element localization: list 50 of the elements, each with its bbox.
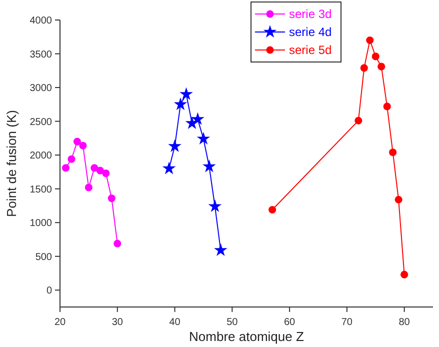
point bbox=[208, 199, 222, 212]
point bbox=[214, 243, 228, 256]
y-tick-label: 2500 bbox=[30, 116, 52, 128]
point bbox=[360, 64, 368, 72]
point bbox=[191, 112, 204, 125]
point bbox=[73, 138, 81, 146]
point bbox=[394, 196, 402, 204]
point bbox=[68, 155, 76, 163]
y-axis-title: Point de fusion (K) bbox=[4, 110, 19, 217]
point bbox=[354, 116, 362, 124]
x-tick-label: 30 bbox=[112, 317, 124, 328]
point bbox=[108, 194, 116, 202]
point bbox=[366, 36, 374, 44]
point bbox=[268, 206, 276, 214]
y-tick-label: 1500 bbox=[30, 184, 52, 196]
point bbox=[62, 164, 70, 172]
point bbox=[383, 102, 391, 110]
y-tick-label: 4000 bbox=[30, 16, 52, 26]
legend-label: serie 3d bbox=[289, 7, 332, 21]
y-tick-label: 3000 bbox=[30, 83, 52, 94]
x-tick-label: 40 bbox=[169, 317, 181, 328]
y-tick-label: 500 bbox=[35, 252, 52, 263]
y-tick-label: 1000 bbox=[30, 218, 52, 230]
x-tick-label: 80 bbox=[398, 317, 410, 328]
point bbox=[84, 184, 92, 192]
y-tick-label: 0 bbox=[46, 286, 52, 297]
point bbox=[96, 166, 104, 174]
legend-label: serie 4d bbox=[289, 25, 332, 39]
x-tick-label: 70 bbox=[341, 317, 353, 328]
point bbox=[174, 97, 188, 110]
point bbox=[79, 142, 87, 150]
point bbox=[102, 170, 110, 178]
y-tick-label: 3500 bbox=[30, 49, 52, 60]
y-tick-label: 2000 bbox=[30, 150, 52, 162]
point bbox=[168, 139, 182, 152]
x-tick-label: 60 bbox=[284, 317, 296, 328]
point bbox=[372, 52, 380, 60]
point bbox=[202, 160, 216, 172]
point bbox=[180, 87, 193, 100]
x-axis-title: Nombre atomique Z bbox=[189, 329, 304, 344]
legend-label: serie 5d bbox=[289, 43, 332, 57]
x-tick-label: 20 bbox=[54, 317, 66, 328]
point bbox=[196, 132, 210, 145]
x-tick-label: 50 bbox=[226, 317, 238, 328]
point bbox=[389, 148, 397, 156]
point bbox=[378, 62, 386, 70]
point bbox=[114, 240, 122, 248]
point bbox=[162, 162, 176, 174]
point bbox=[400, 270, 408, 278]
point bbox=[90, 164, 98, 172]
